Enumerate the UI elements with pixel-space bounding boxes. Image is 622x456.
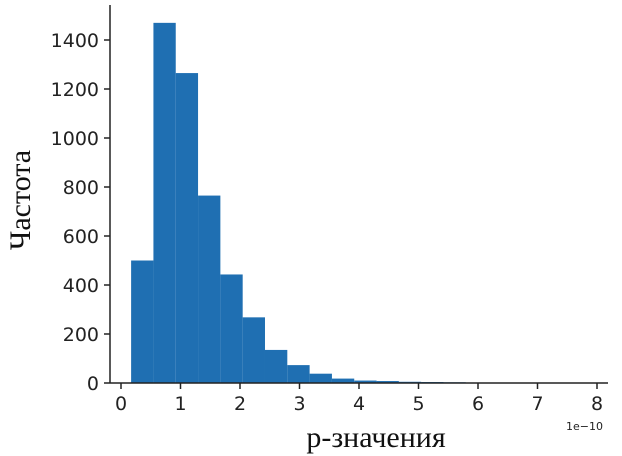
histogram-bar [331, 378, 355, 383]
x-tick-label: 7 [531, 393, 543, 415]
x-tick-label: 5 [412, 393, 424, 415]
y-tick-label: 800 [63, 177, 99, 199]
histogram-bar [264, 349, 288, 383]
y-axis-label: Частота [4, 150, 37, 250]
y-tick-label: 400 [63, 275, 99, 297]
y-tick-label: 200 [63, 324, 99, 346]
histogram-bar [354, 380, 377, 383]
y-axis: 0 200 400 600 800 1000 1200 1400 [51, 5, 111, 395]
y-tick-label: 1400 [51, 30, 99, 52]
x-axis: 0 1 2 3 4 5 6 7 8 [110, 382, 608, 415]
bars-group [131, 22, 600, 383]
histogram-bar [220, 274, 243, 383]
histogram-bar [131, 260, 154, 383]
x-tick-label: 4 [353, 393, 365, 415]
x-tick-label: 6 [472, 393, 484, 415]
y-tick-label: 600 [63, 226, 99, 248]
y-tick-label: 0 [87, 373, 99, 395]
x-tick-label: 2 [234, 393, 246, 415]
histogram-bar [153, 22, 176, 383]
x-tick-label: 8 [591, 393, 603, 415]
histogram-bar [309, 373, 332, 383]
histogram-bar [175, 73, 199, 383]
x-tick-label: 1 [174, 393, 186, 415]
histogram-bar [376, 381, 399, 383]
x-tick-label: 0 [115, 393, 127, 415]
x-tick-label: 3 [293, 393, 305, 415]
y-tick-label: 1200 [51, 79, 99, 101]
histogram-bar [242, 317, 265, 383]
x-offset-label: 1e−10 [566, 420, 603, 433]
x-axis-label: p-значения [306, 421, 446, 454]
y-tick-label: 1000 [51, 128, 99, 150]
histogram-bar [198, 195, 221, 383]
histogram-bar [287, 365, 310, 383]
